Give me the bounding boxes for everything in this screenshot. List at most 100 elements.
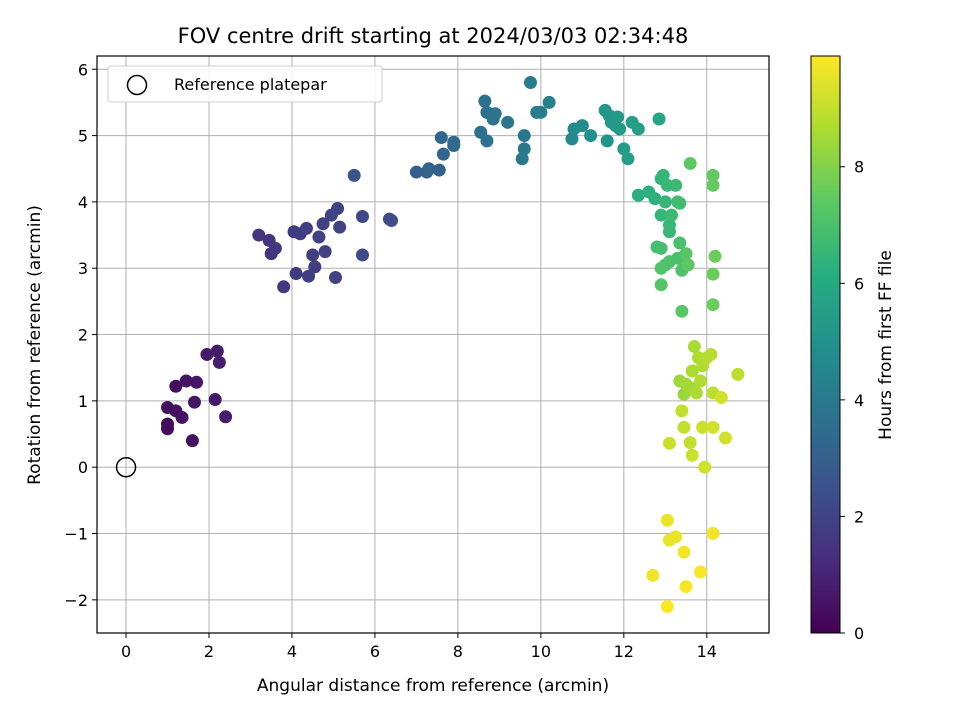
data-point xyxy=(478,94,492,108)
data-point xyxy=(436,147,450,161)
data-point xyxy=(677,420,691,434)
legend-label: Reference platepar xyxy=(174,75,327,94)
data-point xyxy=(355,209,369,223)
data-point xyxy=(289,267,303,281)
colorbar-tick-label: 0 xyxy=(854,624,864,643)
data-point xyxy=(706,168,720,182)
data-point xyxy=(600,134,614,148)
data-point xyxy=(660,513,674,527)
data-point xyxy=(685,364,699,378)
y-tick-label: 5 xyxy=(78,127,88,146)
y-tick-label: 0 xyxy=(78,458,88,477)
data-point xyxy=(731,367,745,381)
data-point xyxy=(669,530,683,544)
data-point xyxy=(685,448,699,462)
data-point xyxy=(706,527,720,541)
colorbar-label: Hours from first FF file xyxy=(876,250,896,440)
data-point xyxy=(694,374,708,388)
data-point xyxy=(185,434,199,448)
colorbar-tick-label: 2 xyxy=(854,507,864,526)
colorbar-gradient xyxy=(810,55,841,634)
data-point xyxy=(219,410,233,424)
data-point xyxy=(611,110,625,124)
colorbar-tick-label: 4 xyxy=(854,391,864,410)
colorbar-ticks: 0 2 4 6 8 xyxy=(840,158,864,643)
data-point xyxy=(252,228,266,242)
x-tick-label: 2 xyxy=(204,642,214,661)
data-point xyxy=(480,134,494,148)
data-point xyxy=(681,258,695,272)
data-point xyxy=(434,131,448,145)
data-point xyxy=(523,76,537,90)
x-tick-label: 4 xyxy=(287,642,297,661)
data-point xyxy=(161,417,175,431)
data-point xyxy=(631,122,645,136)
colorbar: 0 2 4 6 8 Hours from first FF file xyxy=(810,55,896,643)
data-point xyxy=(706,298,720,312)
data-point xyxy=(302,269,316,283)
data-point xyxy=(355,248,369,262)
data-point xyxy=(517,142,531,156)
data-point xyxy=(673,236,687,250)
data-points xyxy=(161,76,745,613)
data-point xyxy=(706,420,720,434)
data-point xyxy=(212,355,226,369)
data-point xyxy=(621,152,635,166)
data-point xyxy=(329,271,343,285)
y-tick-label: −1 xyxy=(64,525,88,544)
data-point xyxy=(584,129,598,143)
data-point xyxy=(646,568,660,582)
data-point xyxy=(422,162,436,176)
data-point xyxy=(662,225,676,239)
y-axis-label: Rotation from reference (arcmin) xyxy=(25,205,45,485)
chart-title: FOV centre drift starting at 2024/03/03 … xyxy=(178,24,689,48)
data-point xyxy=(617,142,631,156)
data-point xyxy=(660,599,674,613)
data-point xyxy=(179,374,193,388)
data-point xyxy=(331,202,345,216)
data-point xyxy=(679,247,693,261)
data-point xyxy=(631,188,645,202)
data-point xyxy=(696,420,710,434)
x-axis-ticks: 0 2 4 6 8 10 12 14 xyxy=(121,633,717,661)
y-axis-ticks: −2 −1 0 1 2 3 4 5 6 xyxy=(64,60,97,610)
data-point xyxy=(200,347,214,361)
data-point xyxy=(706,178,720,192)
data-point xyxy=(689,386,703,400)
data-point xyxy=(208,393,222,407)
data-point xyxy=(673,196,687,210)
y-tick-label: 3 xyxy=(78,259,88,278)
data-point xyxy=(306,248,320,262)
data-point xyxy=(665,208,679,222)
data-point xyxy=(542,95,556,109)
data-point xyxy=(656,168,670,182)
data-point xyxy=(706,267,720,281)
data-point xyxy=(669,178,683,192)
data-point xyxy=(565,132,579,146)
data-point xyxy=(190,375,204,389)
x-tick-label: 8 xyxy=(453,642,463,661)
data-point xyxy=(654,208,668,222)
data-point xyxy=(534,105,548,119)
data-point xyxy=(517,129,531,143)
data-point xyxy=(652,112,666,126)
data-point xyxy=(312,230,326,244)
data-point xyxy=(698,460,712,474)
data-point xyxy=(277,280,291,294)
data-point xyxy=(575,119,589,133)
data-point xyxy=(683,436,697,450)
legend-box xyxy=(107,65,383,103)
plot-frame xyxy=(96,55,770,634)
data-point xyxy=(501,115,515,129)
x-tick-label: 0 xyxy=(121,642,131,661)
data-point xyxy=(708,249,722,263)
data-point xyxy=(662,436,676,450)
data-point xyxy=(210,344,224,358)
data-point xyxy=(432,163,446,177)
data-point xyxy=(658,195,672,209)
colorbar-tick-label: 8 xyxy=(854,158,864,177)
data-point xyxy=(687,339,701,353)
legend-marker xyxy=(126,74,148,96)
x-axis-label: Angular distance from reference (arcmin) xyxy=(257,676,609,696)
data-point xyxy=(648,192,662,206)
